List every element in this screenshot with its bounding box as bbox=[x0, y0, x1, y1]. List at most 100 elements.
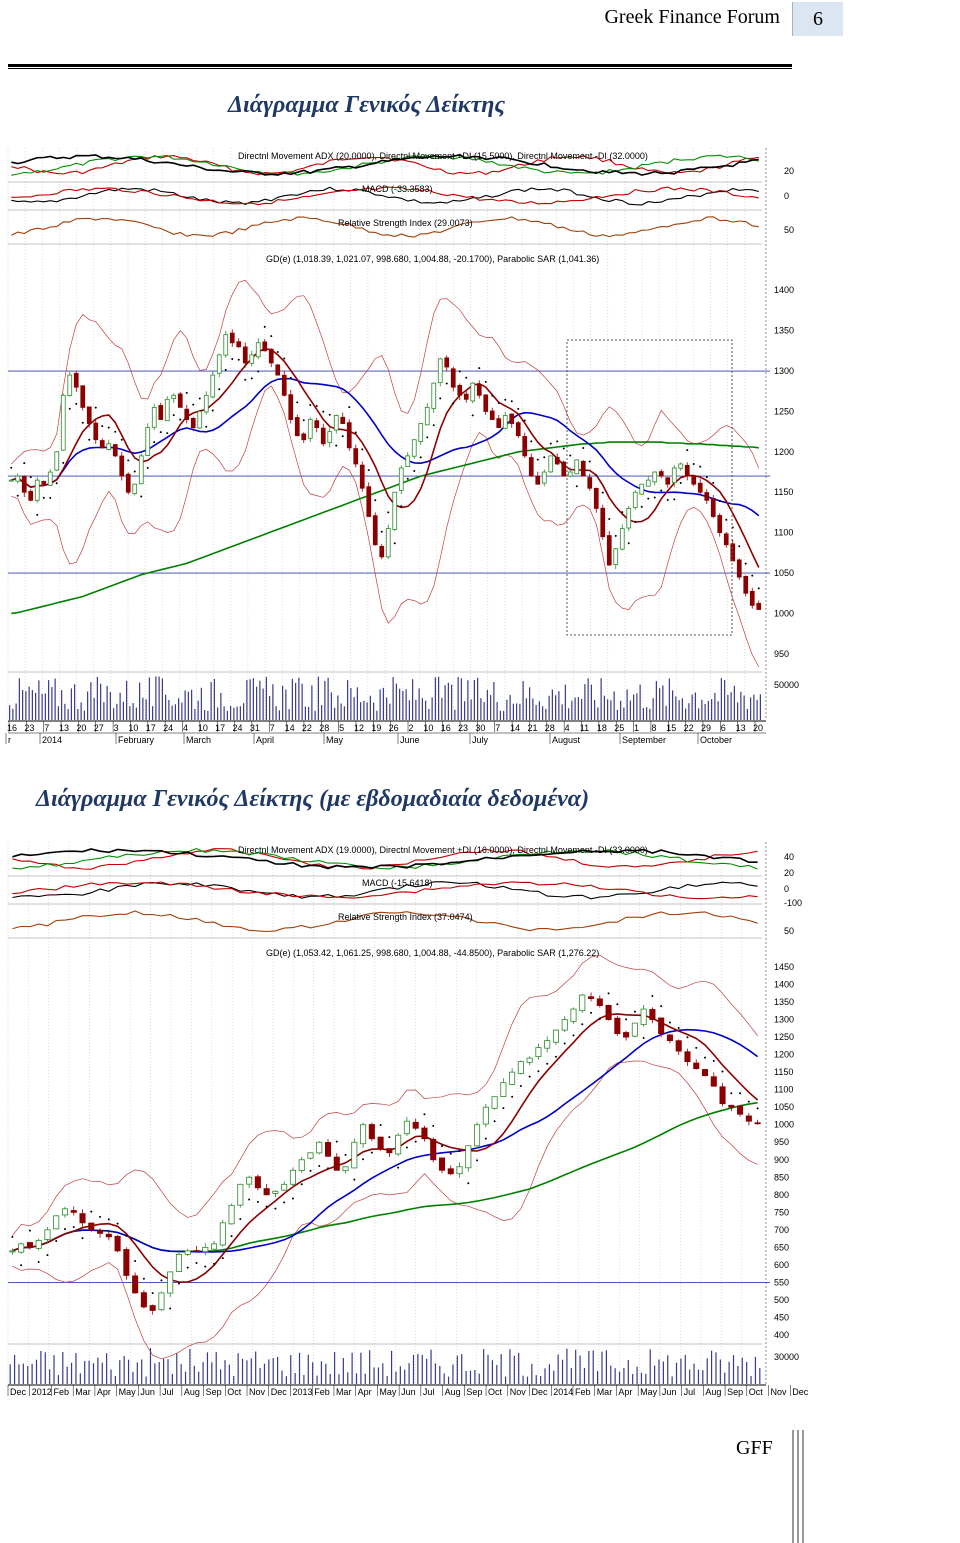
sar-dot bbox=[439, 397, 442, 400]
indicator-tick-label: -100 bbox=[784, 898, 802, 908]
sar-dot bbox=[686, 1036, 689, 1039]
sar-dot bbox=[747, 1100, 750, 1103]
ma-short-line bbox=[11, 347, 760, 568]
sar-dot bbox=[744, 562, 747, 565]
x-month-label: February bbox=[118, 735, 155, 745]
sar-dot bbox=[23, 462, 26, 465]
candle-body bbox=[61, 1208, 69, 1216]
x-day-label: 17 bbox=[215, 723, 225, 733]
section-title-weekly: Διάγραμμα Γενικός Δείκτης (με εβδομαδιαί… bbox=[36, 786, 590, 812]
sar-dot bbox=[467, 1182, 470, 1185]
candle-body bbox=[405, 455, 411, 467]
x-label: Nov bbox=[510, 1387, 527, 1397]
x-day-label: 1 bbox=[634, 723, 639, 733]
candle-body bbox=[710, 498, 716, 517]
sar-dot bbox=[449, 1152, 452, 1155]
sar-dot bbox=[388, 1136, 391, 1139]
candle-body bbox=[132, 483, 138, 494]
sar-dot bbox=[248, 1198, 251, 1201]
candle-body bbox=[97, 1230, 104, 1234]
sar-dot bbox=[660, 1005, 663, 1008]
candle-body bbox=[717, 515, 723, 534]
sar-dot bbox=[621, 511, 624, 514]
x-label: Jun bbox=[140, 1387, 155, 1397]
sar-dot bbox=[510, 400, 513, 403]
candle-body bbox=[53, 1215, 60, 1230]
sar-dot bbox=[335, 444, 338, 447]
sar-dot bbox=[380, 530, 383, 533]
candle-body bbox=[412, 1121, 419, 1129]
candle-body bbox=[697, 482, 703, 493]
sar-dot bbox=[511, 1095, 514, 1098]
y-tick-label: 1000 bbox=[774, 608, 794, 618]
candle-body bbox=[281, 1183, 288, 1191]
candle-body bbox=[639, 483, 645, 495]
sar-dot bbox=[757, 587, 760, 590]
sar-dot bbox=[660, 489, 663, 492]
page-number: 6 bbox=[792, 2, 843, 36]
candle-body bbox=[658, 1017, 665, 1034]
sar-dot bbox=[704, 1056, 707, 1059]
sar-dot bbox=[46, 1254, 49, 1257]
candle-body bbox=[289, 1169, 296, 1185]
candle-body bbox=[743, 575, 749, 594]
x-label: Jun bbox=[662, 1387, 677, 1397]
sar-dot bbox=[549, 442, 552, 445]
x-day-label: 14 bbox=[510, 723, 520, 733]
sar-dot bbox=[94, 406, 97, 409]
sar-dot bbox=[218, 388, 221, 391]
candle-body bbox=[457, 385, 463, 396]
candle-body bbox=[649, 1009, 656, 1020]
sar-dot bbox=[679, 481, 682, 484]
sar-dot bbox=[432, 1124, 435, 1127]
x-day-label: 13 bbox=[736, 723, 746, 733]
sar-dot bbox=[72, 1225, 75, 1228]
sar-dot bbox=[42, 496, 45, 499]
sar-dot bbox=[432, 424, 435, 427]
bollinger-upper-line bbox=[12, 954, 758, 1236]
sar-dot bbox=[413, 469, 416, 472]
sar-dot bbox=[256, 1200, 259, 1203]
candle-body bbox=[730, 543, 736, 562]
sar-dot bbox=[239, 1218, 242, 1221]
sar-dot bbox=[642, 1037, 645, 1040]
x-month-label: September bbox=[622, 735, 666, 745]
candle-body bbox=[288, 394, 294, 420]
sar-dot bbox=[406, 477, 409, 480]
y-tick-label: 400 bbox=[774, 1330, 789, 1340]
candle-body bbox=[342, 1166, 349, 1172]
x-label: 2013 bbox=[292, 1387, 312, 1397]
x-day-label: 20 bbox=[753, 723, 763, 733]
candle-body bbox=[395, 1134, 402, 1155]
indicator-line bbox=[12, 881, 758, 900]
sar-dot bbox=[497, 401, 500, 404]
sar-dot bbox=[114, 430, 117, 433]
candle-body bbox=[509, 1071, 516, 1085]
candle-body bbox=[596, 998, 603, 1006]
candle-body bbox=[437, 358, 443, 384]
candle-body bbox=[701, 1069, 709, 1077]
sar-dot bbox=[283, 357, 286, 360]
candle-body bbox=[197, 411, 203, 429]
candle-body bbox=[149, 1305, 156, 1311]
y-tick-label: 650 bbox=[774, 1242, 789, 1252]
candle-body bbox=[114, 1235, 121, 1252]
x-label: Apr bbox=[358, 1387, 372, 1397]
sar-dot bbox=[224, 368, 227, 371]
candle-body bbox=[450, 368, 456, 388]
candle-body bbox=[254, 1176, 261, 1189]
y-tick-label: 750 bbox=[774, 1207, 789, 1217]
sar-dot bbox=[75, 402, 78, 405]
candle-body bbox=[307, 1152, 314, 1159]
sar-dot bbox=[221, 1257, 224, 1260]
x-month-label: April bbox=[256, 735, 274, 745]
sar-dot bbox=[81, 421, 84, 424]
candle-body bbox=[236, 341, 242, 348]
candle-body bbox=[138, 455, 144, 485]
sar-dot bbox=[393, 542, 396, 545]
x-label: May bbox=[640, 1387, 658, 1397]
candle-body bbox=[631, 1022, 638, 1037]
candle-body bbox=[444, 357, 450, 368]
sar-dot bbox=[195, 1261, 198, 1264]
candle-body bbox=[737, 1105, 744, 1115]
